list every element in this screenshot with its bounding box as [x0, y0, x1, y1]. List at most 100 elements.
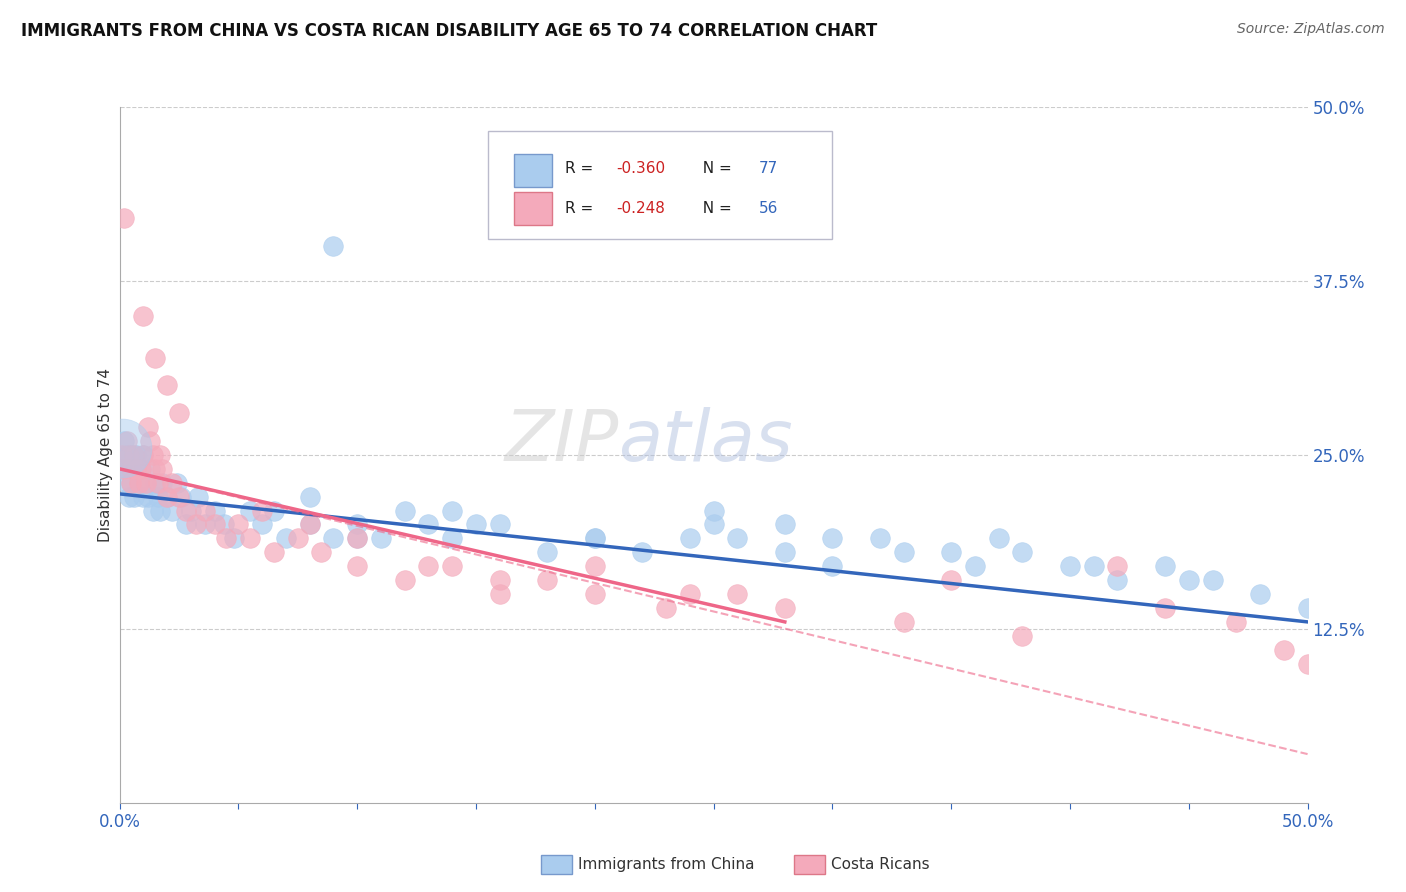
Point [122, 448, 145, 462]
Point [174, 517, 197, 532]
Point [821, 532, 844, 546]
Point [821, 559, 844, 574]
Point [139, 434, 162, 448]
Point [773, 517, 796, 532]
Point [679, 587, 702, 601]
Point [128, 475, 150, 490]
Point [346, 517, 368, 532]
Point [149, 448, 172, 462]
Point [583, 559, 606, 574]
Point [773, 601, 796, 615]
Point [156, 378, 179, 392]
Text: R =: R = [565, 201, 598, 216]
Point [287, 532, 309, 546]
Point [118, 462, 141, 476]
Point [170, 490, 193, 504]
Text: atlas: atlas [619, 407, 793, 475]
Point [488, 517, 510, 532]
Point [129, 462, 152, 476]
Text: N =: N = [693, 161, 737, 176]
Point [180, 503, 202, 517]
Point [1201, 573, 1223, 587]
Point [132, 490, 155, 504]
Point [370, 532, 392, 546]
Point [939, 545, 962, 559]
Point [298, 490, 321, 504]
Point [111, 448, 134, 462]
Point [1249, 587, 1271, 601]
Bar [515, 192, 553, 226]
Point [112, 462, 135, 476]
Point [187, 490, 209, 504]
Point [583, 587, 606, 601]
Text: ZIP: ZIP [505, 407, 619, 475]
Bar [515, 153, 553, 187]
Point [132, 309, 155, 323]
Point [150, 475, 173, 490]
Point [132, 448, 155, 462]
Text: -0.248: -0.248 [616, 201, 665, 216]
Point [346, 532, 368, 546]
Text: 56: 56 [759, 201, 778, 216]
Point [194, 517, 217, 532]
Text: IMMIGRANTS FROM CHINA VS COSTA RICAN DISABILITY AGE 65 TO 74 CORRELATION CHART: IMMIGRANTS FROM CHINA VS COSTA RICAN DIS… [21, 22, 877, 40]
Point [1107, 559, 1129, 574]
Point [488, 573, 510, 587]
Y-axis label: Disability Age 65 to 74: Disability Age 65 to 74 [97, 368, 112, 542]
Point [142, 503, 165, 517]
Point [167, 490, 190, 504]
Point [311, 545, 333, 559]
Point [1296, 601, 1319, 615]
Point [1059, 559, 1081, 574]
Point [136, 490, 159, 504]
Point [146, 490, 169, 504]
Text: N =: N = [693, 201, 737, 216]
Point [118, 448, 141, 462]
Text: -0.360: -0.360 [616, 161, 665, 176]
Point [212, 517, 235, 532]
Point [125, 462, 148, 476]
Point [122, 462, 145, 476]
Point [987, 532, 1010, 546]
Point [239, 532, 262, 546]
Point [773, 545, 796, 559]
Point [441, 503, 464, 517]
Point [120, 475, 142, 490]
Point [1107, 573, 1129, 587]
Text: Immigrants from China: Immigrants from China [578, 857, 755, 871]
Point [322, 239, 344, 253]
Point [702, 503, 725, 517]
Point [1011, 545, 1033, 559]
Point [1154, 601, 1177, 615]
Point [215, 532, 238, 546]
Point [394, 573, 416, 587]
Point [939, 573, 962, 587]
Point [725, 532, 748, 546]
Point [536, 545, 558, 559]
Point [263, 503, 285, 517]
Point [111, 441, 134, 455]
Text: 77: 77 [759, 161, 778, 176]
Point [194, 503, 217, 517]
Point [250, 517, 273, 532]
Point [418, 559, 440, 574]
Point [150, 462, 173, 476]
Point [488, 587, 510, 601]
Point [132, 448, 155, 462]
Point [112, 434, 135, 448]
Point [167, 406, 190, 420]
Point [204, 517, 226, 532]
Point [222, 532, 245, 546]
Text: Source: ZipAtlas.com: Source: ZipAtlas.com [1237, 22, 1385, 37]
Point [1154, 559, 1177, 574]
Text: Costa Ricans: Costa Ricans [831, 857, 929, 871]
Point [298, 517, 321, 532]
Point [441, 559, 464, 574]
Point [174, 503, 197, 517]
Point [893, 545, 915, 559]
Point [115, 475, 138, 490]
Point [464, 517, 488, 532]
Point [679, 532, 702, 546]
Point [120, 448, 142, 462]
Point [702, 517, 725, 532]
